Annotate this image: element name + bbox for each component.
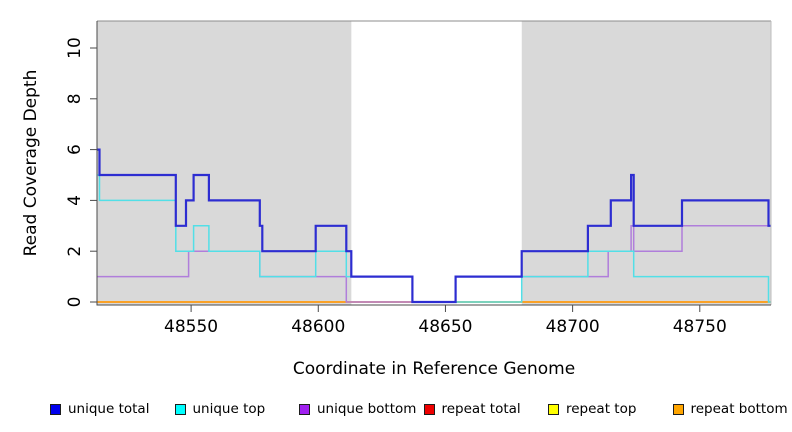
x-axis-title: Coordinate in Reference Genome — [293, 359, 575, 379]
legend-item-unique-bottom: unique bottom — [299, 401, 424, 417]
legend-label: repeat bottom — [690, 401, 788, 417]
unique-total-swatch-icon — [50, 403, 61, 415]
x-tick-label: 48700 — [546, 317, 600, 337]
repeat-bottom-swatch-icon — [672, 403, 684, 415]
x-tick-label: 48650 — [418, 317, 472, 337]
repeat-top-swatch-icon — [548, 403, 559, 415]
repeat-total-swatch-icon — [423, 403, 435, 415]
highlight-band — [351, 21, 522, 305]
legend-label: unique bottom — [317, 401, 417, 417]
x-tick-label: 48750 — [673, 317, 727, 337]
x-tick-label: 48600 — [291, 317, 345, 337]
legend-item-unique-top: unique top — [174, 401, 300, 417]
legend-label: repeat total — [441, 401, 521, 417]
y-tick-label: 6 — [65, 144, 85, 155]
axis-lines — [96, 21, 771, 306]
y-tick-label: 0 — [65, 297, 85, 308]
legend-item-unique-total: unique total — [50, 401, 175, 417]
x-tick-label: 48550 — [164, 317, 218, 337]
y-tick-label: 10 — [65, 37, 85, 59]
series-unique-top — [97, 174, 771, 303]
legend-item-repeat-bottom: repeat bottom — [672, 401, 792, 417]
y-tick-label: 4 — [65, 195, 85, 206]
plot-area: 48550 48600 48650 48700 48750 0 2 4 6 8 10 — [65, 20, 772, 337]
unique-top-swatch-icon — [174, 403, 186, 415]
legend-item-repeat-top: repeat top — [548, 401, 673, 417]
legend-label: unique total — [68, 401, 150, 417]
y-tick-label: 2 — [65, 246, 85, 257]
legend-label: unique top — [192, 401, 266, 417]
legend-label: repeat top — [566, 401, 637, 417]
y-tick-label: 8 — [65, 93, 85, 104]
y-axis-title: Read Coverage Depth — [21, 70, 41, 257]
legend: unique total unique top unique bottom re… — [0, 401, 792, 417]
series-unique-total — [97, 148, 771, 304]
coverage-plot: 48550 48600 48650 48700 48750 0 2 4 6 8 10 Read Co… — [21, 20, 772, 379]
unique-bottom-swatch-icon — [299, 403, 310, 415]
legend-item-repeat-total: repeat total — [423, 401, 549, 417]
